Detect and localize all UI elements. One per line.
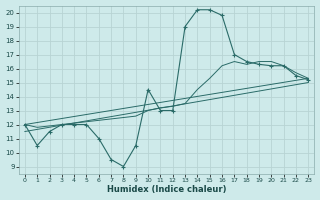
X-axis label: Humidex (Indice chaleur): Humidex (Indice chaleur) (107, 185, 226, 194)
